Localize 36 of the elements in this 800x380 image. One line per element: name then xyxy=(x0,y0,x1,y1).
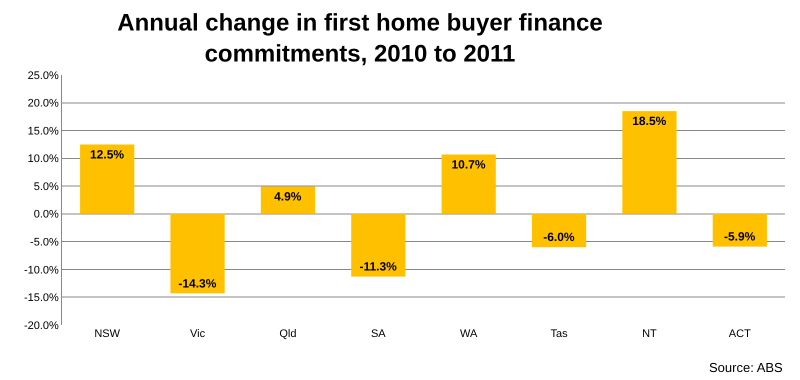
y-tick-label: -20.0% xyxy=(24,320,60,332)
x-tick-label: Tas xyxy=(550,328,568,340)
chart-title: Annual change in first home buyer finance commitments, 2010 to 2011 xyxy=(117,9,603,68)
y-tick-label: 15.0% xyxy=(28,125,60,138)
bar xyxy=(351,214,406,277)
x-tick-label: Vic xyxy=(190,328,206,340)
y-tick-label: -15.0% xyxy=(24,292,60,304)
bar xyxy=(622,111,677,214)
source-note: Source: ABS xyxy=(709,360,784,375)
y-tick-label: -5.0% xyxy=(30,236,60,249)
data-label: -14.3% xyxy=(178,276,217,290)
data-label: -6.0% xyxy=(543,230,575,244)
bar xyxy=(170,214,225,294)
y-tick-label: 20.0% xyxy=(28,98,60,110)
x-tick-label: ACT xyxy=(728,328,752,340)
x-tick-label: WA xyxy=(460,328,478,340)
data-label: 4.9% xyxy=(274,190,302,204)
data-label: -5.9% xyxy=(724,230,756,244)
bar xyxy=(442,154,496,214)
data-label: 10.7% xyxy=(452,157,486,172)
bar xyxy=(532,214,586,248)
x-tick-label: SA xyxy=(370,328,386,340)
y-tick-label: 0.0% xyxy=(34,208,60,221)
y-tick-label: 10.0% xyxy=(28,153,60,166)
y-tick-label: -10.0% xyxy=(24,264,60,276)
data-label: 12.5% xyxy=(90,147,124,162)
data-label: 18.5% xyxy=(632,114,667,128)
x-tick-label: Qld xyxy=(279,328,297,340)
data-label: -11.3% xyxy=(359,260,398,274)
bar xyxy=(80,144,134,214)
bar xyxy=(260,186,316,214)
y-tick-label: 25.0% xyxy=(28,70,60,82)
bar xyxy=(712,214,767,247)
x-tick-label: NT xyxy=(642,328,658,340)
y-tick-label: 5.0% xyxy=(34,180,60,193)
x-tick-label: NSW xyxy=(94,328,121,340)
